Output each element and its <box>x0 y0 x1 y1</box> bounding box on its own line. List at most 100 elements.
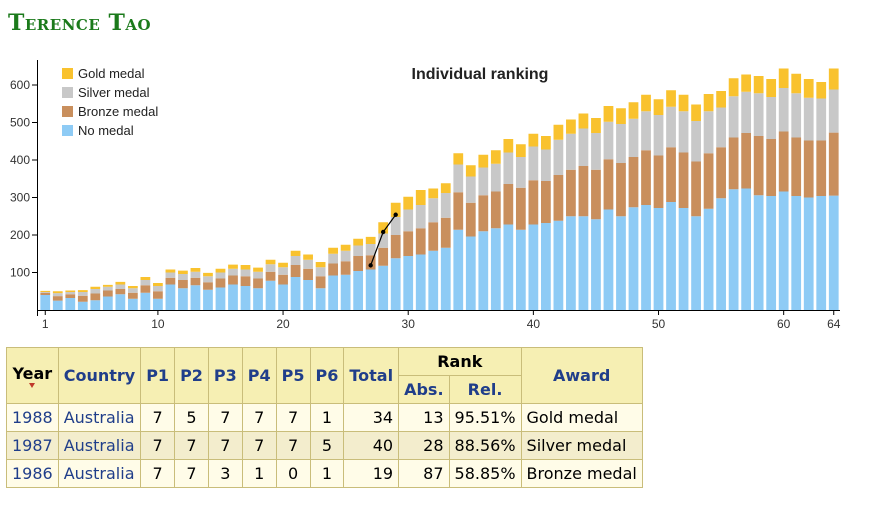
bar-silver-medal <box>490 163 501 192</box>
sort-desc-icon <box>29 382 36 388</box>
cell-p1: 7 <box>140 459 176 488</box>
bar-no-medal <box>503 224 514 310</box>
bar-bronze-medal <box>315 276 326 289</box>
bar-gold-medal <box>741 74 752 92</box>
bar-bronze-medal <box>240 276 251 286</box>
bar-silver-medal <box>766 97 777 139</box>
bar-silver-medal <box>40 292 51 293</box>
col-year[interactable]: Year <box>6 347 59 404</box>
bar-no-medal <box>415 254 426 310</box>
col-p3: P3 <box>207 347 243 404</box>
country-link[interactable]: Australia <box>57 459 142 488</box>
bar-no-medal <box>365 269 376 310</box>
bar-bronze-medal <box>140 285 151 293</box>
bar-gold-medal <box>603 106 614 122</box>
bar-bronze-medal <box>628 157 639 208</box>
bar-gold-medal <box>215 268 226 273</box>
bar-silver-medal <box>465 176 476 203</box>
bar-gold-medal <box>791 73 802 94</box>
bar-gold-medal <box>778 68 789 88</box>
cell-p6: 1 <box>309 403 345 432</box>
x-axis: 1 10 20 30 40 50 60 64 <box>42 310 841 331</box>
bar-gold-medal <box>303 254 313 260</box>
highlight-point <box>368 263 373 268</box>
bar-no-medal <box>816 196 827 310</box>
col-p6: P6 <box>309 347 345 404</box>
bar-no-medal <box>228 284 238 310</box>
bar-no-medal <box>566 216 576 310</box>
bar-silver-medal <box>453 164 464 193</box>
col-year-label: Year <box>12 363 53 383</box>
highlight-line <box>368 212 398 268</box>
bar-silver-medal <box>591 133 601 170</box>
cell-award: Silver medal <box>520 431 643 460</box>
bar-silver-medal <box>603 121 614 160</box>
bar-silver-medal <box>278 267 288 275</box>
year-link[interactable]: 1987 <box>6 431 59 460</box>
bar-silver-medal <box>390 217 401 235</box>
bar-gold-medal <box>278 262 288 268</box>
bar-no-medal <box>77 301 88 310</box>
col-country[interactable]: Country <box>57 347 142 404</box>
bar-silver-medal <box>515 157 526 188</box>
bar-gold-medal <box>753 76 764 94</box>
bar-bronze-medal <box>716 147 726 199</box>
bar-gold-medal <box>828 68 839 90</box>
bar-silver-medal <box>353 245 364 256</box>
legend-swatch-bronze-medal <box>62 106 73 117</box>
bar-no-medal <box>378 265 389 310</box>
legend-swatch-no-medal <box>62 125 73 136</box>
bar-bronze-medal <box>153 291 163 299</box>
bar-gold-medal <box>766 79 777 97</box>
country-link[interactable]: Australia <box>57 431 142 460</box>
bar-gold-medal <box>140 277 151 280</box>
bar-silver-medal <box>653 115 664 156</box>
cell-award: Gold medal <box>520 403 643 432</box>
bar-bronze-medal <box>766 139 777 196</box>
bar-bronze-medal <box>453 192 464 230</box>
country-link[interactable]: Australia <box>57 403 142 432</box>
bar-silver-medal <box>153 286 163 292</box>
bar-silver-medal <box>716 107 726 148</box>
cell-rank-abs: 87 <box>398 459 450 488</box>
bar-gold-medal <box>315 262 326 268</box>
col-rank-abs: Abs. <box>398 375 450 404</box>
legend-swatch-gold-medal <box>62 68 73 79</box>
legend-label-no-medal: No medal <box>78 123 134 138</box>
bar-gold-medal <box>390 202 401 217</box>
bar-gold-medal <box>440 183 451 193</box>
bar-gold-medal <box>190 268 201 272</box>
bar-bronze-medal <box>127 292 138 299</box>
bar-gold-medal <box>490 150 501 164</box>
bar-no-medal <box>340 274 351 310</box>
bar-no-medal <box>653 208 664 310</box>
bar-silver-medal <box>503 152 514 184</box>
bar-gold-medal <box>453 153 464 165</box>
bar-bronze-medal <box>428 222 439 251</box>
bar-gold-medal <box>265 259 276 265</box>
cell-p2: 7 <box>174 459 209 488</box>
bar-bronze-medal <box>228 275 238 285</box>
bar-gold-medal <box>503 139 514 153</box>
bar-silver-medal <box>415 205 426 229</box>
bar-silver-medal <box>178 274 188 280</box>
bar-gold-medal <box>591 118 601 133</box>
bar-bronze-medal <box>215 278 226 288</box>
bar-no-medal <box>528 224 539 310</box>
bar-silver-medal <box>265 264 276 272</box>
bar-gold-medal <box>415 190 426 205</box>
bar-silver-medal <box>240 269 251 277</box>
year-link[interactable]: 1988 <box>6 403 59 432</box>
bar-no-medal <box>403 256 414 310</box>
year-link[interactable]: 1986 <box>6 459 59 488</box>
bar-no-medal <box>203 289 213 310</box>
bar-no-medal <box>328 275 338 310</box>
bar-silver-medal <box>828 89 839 133</box>
bar-gold-medal <box>528 133 539 147</box>
bar-silver-medal <box>65 292 76 295</box>
bar-no-medal <box>578 216 589 310</box>
bar-gold-medal <box>178 270 188 274</box>
cell-p3: 3 <box>207 459 243 488</box>
cell-p2: 7 <box>174 431 209 460</box>
bar-bronze-medal <box>440 217 451 248</box>
